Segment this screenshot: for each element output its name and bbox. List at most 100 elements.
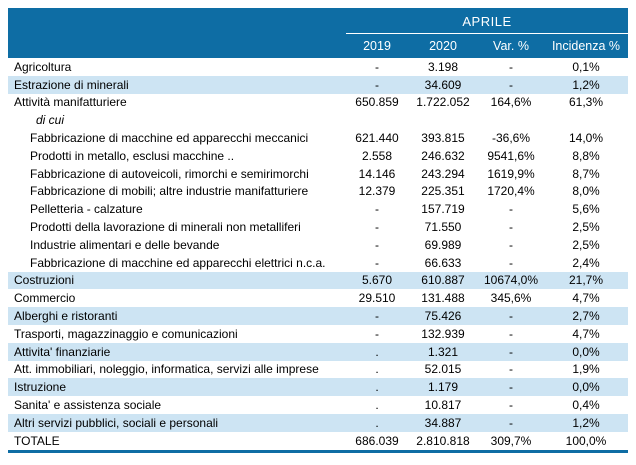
- cell-2019: 686.039: [355, 433, 399, 448]
- row-label: Prodotti in metallo, esclusi macchine ..: [30, 148, 235, 163]
- row-label: Altri servizi pubblici, sociali e person…: [14, 415, 219, 430]
- cell-2019: 621.440: [355, 131, 399, 146]
- month-header-label: APRILE: [346, 8, 628, 34]
- table-row: Fabbricazione di mobili; altre industrie…: [8, 183, 628, 201]
- cell-2019: -: [375, 77, 379, 92]
- cell-incidenza-pct: 2,5%: [572, 220, 600, 235]
- sector-statistics-table: APRILE 2019 2020 Var. % Incidenza % Agri…: [8, 8, 628, 453]
- cell-2020: 157.719: [421, 202, 465, 217]
- cell-var-pct: -: [509, 398, 513, 413]
- month-header-row: APRILE: [8, 8, 628, 34]
- cell-incidenza-pct: 2,7%: [572, 309, 600, 324]
- table-header: APRILE 2019 2020 Var. % Incidenza %: [8, 8, 628, 58]
- cell-2019: -: [375, 202, 379, 217]
- cell-var-pct: -36,6%: [491, 131, 531, 146]
- header-spacer: [8, 8, 346, 34]
- cell-2019: .: [375, 362, 379, 377]
- row-label: Commercio: [14, 291, 76, 306]
- cell-2019: 650.859: [355, 95, 399, 110]
- cell-2019: -: [375, 326, 379, 341]
- cell-2019: 5.670: [361, 273, 393, 288]
- cell-var-pct: 9541,6%: [487, 148, 535, 163]
- cell-incidenza-pct: 8,8%: [572, 148, 600, 163]
- table-row: Estrazione di minerali - 34.609 - 1,2%: [8, 75, 628, 94]
- table-body: Agricoltura -3.198-0,1% Estrazione di mine…: [8, 58, 628, 450]
- cell-2019: .: [375, 380, 379, 395]
- cell-incidenza-pct: 1,2%: [572, 415, 600, 430]
- cell-incidenza-pct: 100,0%: [565, 433, 607, 448]
- cell-2020: 75.426: [424, 309, 462, 324]
- column-header-2019: 2019: [363, 39, 391, 53]
- table-row: Industrie alimentari e delle bevande - 69.…: [8, 236, 628, 254]
- cell-var-pct: -: [509, 380, 513, 395]
- cell-incidenza-pct: 0,4%: [572, 398, 600, 413]
- cell-var-pct: 164,6%: [490, 95, 532, 110]
- table-row: Trasporti, magazzinaggio e comunicazioni…: [8, 325, 628, 343]
- cell-var-pct: -: [509, 59, 513, 74]
- table-row: Altri servizi pubblici, sociali e person…: [8, 413, 628, 432]
- row-label: Attivita' finanziarie: [14, 344, 111, 359]
- table-bottom-rule: [8, 449, 628, 453]
- cell-2020: 34.609: [424, 77, 462, 92]
- row-label: Fabbricazione di autoveicoli, rimorchi e…: [30, 166, 309, 181]
- row-label: di cui: [36, 113, 65, 128]
- cell-var-pct: -: [509, 202, 513, 217]
- cell-var-pct: 1720,4%: [487, 184, 535, 199]
- cell-2019: 29.510: [358, 291, 396, 306]
- row-label: Industrie alimentari e delle bevande: [30, 237, 220, 252]
- row-label: Sanita' e assistenza sociale: [14, 398, 162, 413]
- table-row: Att. immobiliari, noleggio, informatica,…: [8, 361, 628, 379]
- cell-2020: 66.633: [424, 255, 462, 270]
- cell-2020: 2.810.818: [416, 433, 470, 448]
- table-row: Fabbricazione di autoveicoli, rimorchi e…: [8, 165, 628, 183]
- row-label: TOTALE: [14, 433, 60, 448]
- row-label: Trasporti, magazzinaggio e comunicazioni: [14, 326, 238, 341]
- cell-var-pct: 1619,9%: [487, 166, 535, 181]
- column-header-row: 2019 2020 Var. % Incidenza %: [8, 34, 628, 58]
- cell-2020: 1.179: [427, 380, 459, 395]
- cell-incidenza-pct: 8,0%: [572, 184, 600, 199]
- cell-incidenza-pct: 0,1%: [572, 59, 600, 74]
- table-row: Agricoltura - 3.198 - 0,1%: [8, 58, 628, 76]
- row-label: Attività manifatturiere: [14, 95, 127, 110]
- row-label: Alberghi e ristoranti: [14, 309, 118, 324]
- cell-2020: 610.887: [421, 273, 465, 288]
- cell-2019: .: [375, 344, 379, 359]
- cell-var-pct: 345,6%: [490, 291, 532, 306]
- cell-2020: 393.815: [421, 131, 465, 146]
- cell-2020: 246.632: [421, 148, 465, 163]
- table-row: Pelletteria - calzature - 157.719 - 5,6%: [8, 200, 628, 218]
- cell-2019: 2.558: [361, 148, 393, 163]
- cell-var-pct: -: [509, 237, 513, 252]
- cell-var-pct: -: [509, 344, 513, 359]
- cell-incidenza-pct: 8,7%: [572, 166, 600, 181]
- cell-2019: 12.379: [358, 184, 396, 199]
- cell-2019: -: [375, 255, 379, 270]
- row-label: Fabbricazione di mobili; altre industrie…: [30, 184, 309, 199]
- cell-2020: 69.989: [424, 237, 462, 252]
- cell-var-pct: -: [509, 415, 513, 430]
- cell-2020: 3.198: [427, 59, 459, 74]
- column-header-incidenza-pct: Incidenza %: [551, 39, 621, 53]
- cell-2019: 14.146: [358, 166, 396, 181]
- cell-2020: 1.722.052: [416, 95, 470, 110]
- cell-incidenza-pct: 2,5%: [572, 237, 600, 252]
- table-row: Commercio 29.510 131.488 345,6% 4,7%: [8, 289, 628, 307]
- table-row: Alberghi e ristoranti - 75.426 - 2,7%: [8, 307, 628, 325]
- column-header-2020: 2020: [429, 39, 457, 53]
- cell-2019: .: [375, 398, 379, 413]
- cell-var-pct: -: [509, 77, 513, 92]
- row-label: Fabbricazione di macchine ed apparecchi …: [30, 131, 309, 146]
- cell-incidenza-pct: 1,2%: [572, 77, 600, 92]
- cell-2020: 1.321: [427, 344, 459, 359]
- table-row: di cui: [8, 111, 628, 129]
- table-row: Istruzione. 1.179 - 0,0%: [8, 378, 628, 397]
- cell-incidenza-pct: 5,6%: [572, 202, 600, 217]
- row-label: Estrazione di minerali: [14, 77, 129, 92]
- cell-2020: 132.939: [421, 326, 465, 341]
- table-row: Prodotti della lavorazione di minerali n…: [8, 218, 628, 236]
- table-row: Attivita' finanziarie. 1.321 - 0,0%: [8, 342, 628, 361]
- cell-2019: -: [375, 59, 379, 74]
- row-label: Istruzione: [14, 380, 67, 395]
- cell-2020: 71.550: [424, 220, 462, 235]
